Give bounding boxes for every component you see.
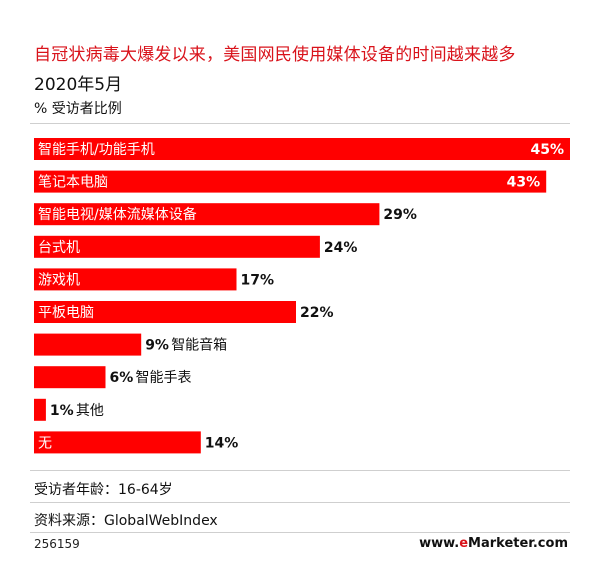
value-label-4: 17% (240, 272, 274, 288)
value-label-0: 45% (530, 142, 564, 158)
bar-9 (34, 431, 201, 454)
value-label-5: 22% (300, 305, 334, 321)
category-label-5: 平板电脑 (38, 305, 94, 321)
category-label-3: 台式机 (38, 240, 80, 256)
value-label-1: 43% (507, 175, 541, 191)
unit-label: % 受访者比例 (34, 101, 122, 117)
emarketer-logo: www.eMarketer.com (419, 536, 568, 551)
category-label-1: 笔记本电脑 (38, 175, 108, 191)
bar-6 (34, 333, 142, 356)
category-label-2: 智能电视/媒体流媒体设备 (38, 206, 197, 223)
category-label-7: 智能手表 (135, 370, 191, 386)
bar-1 (34, 170, 547, 193)
value-label-2: 29% (383, 207, 417, 223)
value-label-3: 24% (324, 240, 358, 256)
value-label-7: 6% (109, 370, 133, 386)
bar-8 (34, 398, 46, 421)
top-divider (30, 123, 570, 124)
category-label-0: 智能手机/功能手机 (38, 142, 155, 158)
category-label-4: 游戏机 (38, 272, 80, 288)
chart-id: 256159 (34, 537, 80, 551)
chart-title: 自冠状病毒大爆发以来，美国网民使用媒体设备的时间越来越多 (34, 45, 516, 65)
bar-2 (34, 203, 380, 226)
category-label-6: 智能音箱 (171, 337, 227, 354)
bar-5 (34, 301, 296, 323)
value-label-9: 14% (205, 435, 239, 451)
footer-divider (30, 532, 570, 533)
bar-0 (34, 138, 570, 160)
category-label-9: 无 (38, 435, 52, 451)
category-label-8: 其他 (76, 403, 104, 419)
bar-3 (34, 235, 320, 258)
source-divider (30, 502, 570, 503)
source-note: 资料来源：GlobalWebIndex (34, 513, 218, 529)
value-label-6: 9% (145, 338, 169, 354)
sample-note: 受访者年龄：16-64岁 (34, 482, 173, 498)
notes-divider (30, 470, 570, 471)
bar-chart: 智能手机/功能手机 45% 笔记本电脑 43% 智能电视/媒体流媒体设备 29% 台式机 24… (34, 138, 570, 454)
value-label-8: 1% (50, 403, 74, 419)
bar-4 (34, 268, 237, 291)
chart-subtitle: 2020年5月 (34, 75, 123, 95)
bar-7 (34, 366, 106, 389)
